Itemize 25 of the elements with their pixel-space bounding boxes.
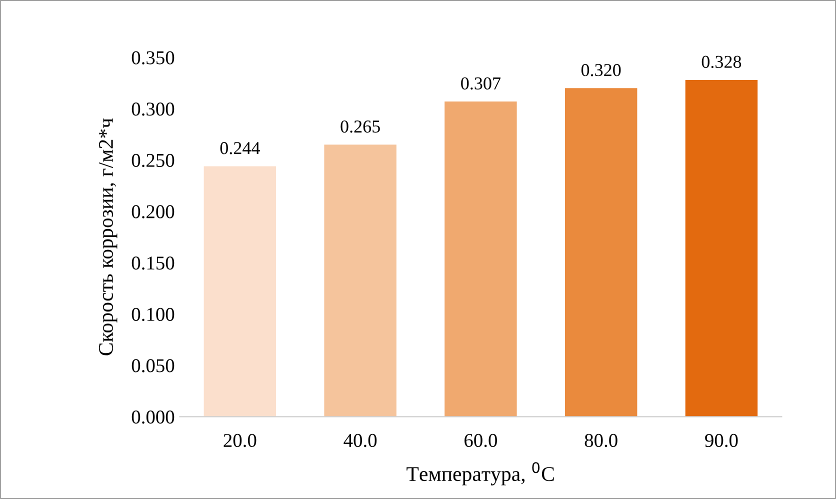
x-tick-label: 60.0 — [464, 434, 497, 448]
y-tick-label: 0.350 — [132, 51, 174, 64]
y-tick-label: 0.000 — [132, 410, 174, 424]
x-tick-label: 80.0 — [584, 434, 618, 448]
x-tick-label: 90.0 — [705, 434, 738, 448]
y-tick-label: 0.100 — [132, 308, 174, 322]
bar — [444, 102, 517, 417]
y-tick-label: 0.250 — [132, 154, 174, 168]
data-label: 0.244 — [220, 142, 260, 154]
bar — [324, 144, 396, 417]
x-axis-title: Температура, $^{0}$C — [406, 462, 554, 486]
y-tick-label: 0.300 — [132, 102, 174, 116]
y-tick-label: 0.200 — [132, 205, 174, 218]
data-label: 0.307 — [461, 77, 500, 90]
bar — [564, 88, 638, 417]
data-label: 0.265 — [340, 120, 380, 133]
x-tick-label: 40.0 — [344, 434, 377, 448]
y-axis-title: Скорость коррозии, г/м2*ч — [99, 118, 118, 356]
x-tick-label: 20.0 — [224, 434, 256, 448]
y-tick-label: 0.050 — [132, 359, 174, 372]
data-label: 0.328 — [702, 56, 742, 68]
data-label: 0.320 — [581, 64, 621, 76]
bar — [685, 80, 758, 417]
y-tick-label: 0.150 — [132, 256, 174, 270]
bar — [204, 166, 276, 417]
